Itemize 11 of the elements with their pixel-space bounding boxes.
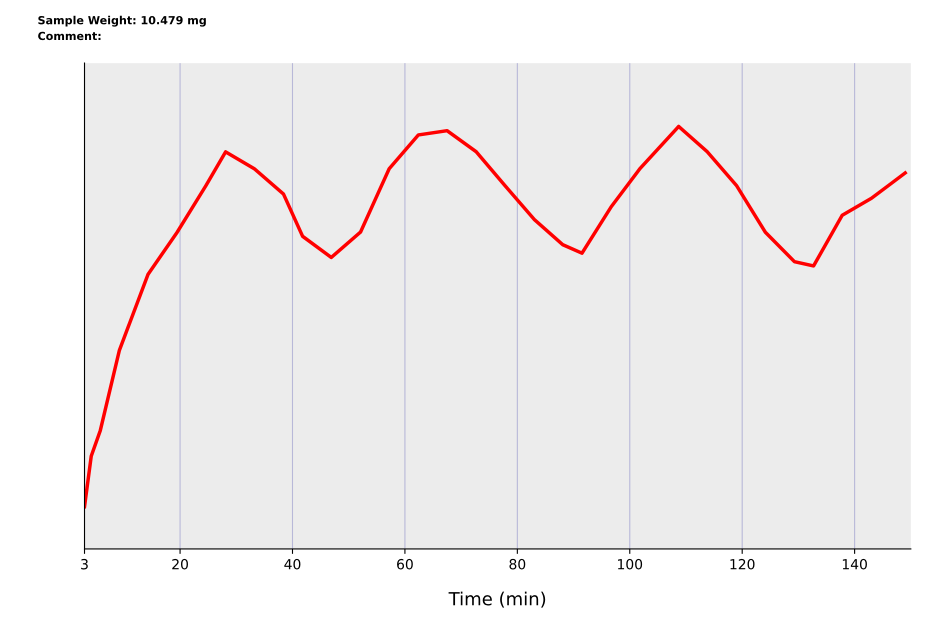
x-tick-label: 60 (397, 558, 413, 570)
text: Comment: (38, 32, 100, 40)
text: Sample Weight: 10.479 mg (38, 16, 206, 27)
x-axis-title: Time (min) (448, 592, 546, 608)
x-tick-label: 20 (172, 558, 188, 570)
x-tick-label: 40 (284, 558, 300, 570)
x-tick-label: 80 (509, 558, 526, 570)
x-tick-label: 120 (730, 558, 755, 570)
x-tick-label: 140 (842, 558, 867, 570)
x-tick-label: 100 (618, 558, 642, 570)
x-tick-label: 3 (81, 558, 88, 570)
